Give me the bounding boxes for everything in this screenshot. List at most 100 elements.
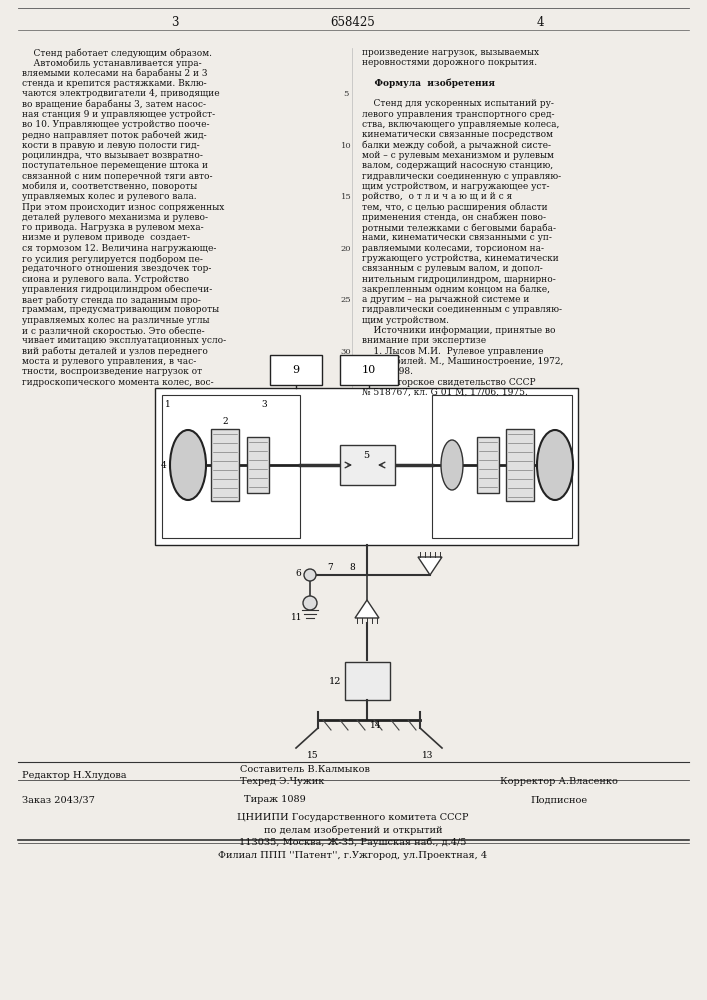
Text: 4: 4 <box>536 15 544 28</box>
Text: Редактор Н.Хлудова: Редактор Н.Хлудова <box>22 772 127 780</box>
Text: поступательное перемещение штока и: поступательное перемещение штока и <box>22 161 208 170</box>
Text: вает работу стенда по заданным про-: вает работу стенда по заданным про- <box>22 295 201 305</box>
Text: применения стенда, он снабжен пово-: применения стенда, он снабжен пово- <box>362 213 546 222</box>
Text: неровностями дорожного покрытия.: неровностями дорожного покрытия. <box>362 58 537 67</box>
Text: и с различной скоростью. Это обеспе-: и с различной скоростью. Это обеспе- <box>22 326 204 336</box>
Text: связанным с рулевым валом, и допол-: связанным с рулевым валом, и допол- <box>362 264 543 273</box>
Text: мобиля и, соответственно, повороты: мобиля и, соответственно, повороты <box>22 182 197 191</box>
Bar <box>155 388 578 545</box>
Text: 2: 2 <box>222 416 228 426</box>
Text: управления гидроцилиндром обеспечи-: управления гидроцилиндром обеспечи- <box>22 285 212 294</box>
Text: сиона и рулевого вала. Устройство: сиона и рулевого вала. Устройство <box>22 275 189 284</box>
Text: с. 289-298.: с. 289-298. <box>362 367 413 376</box>
Text: ства, включающего управляемые колеса,: ства, включающего управляемые колеса, <box>362 120 559 129</box>
Text: кости в правую и левую полости гид-: кости в правую и левую полости гид- <box>22 141 199 150</box>
Text: по делам изобретений и открытий: по делам изобретений и открытий <box>264 825 443 835</box>
Text: управляемых колес и рулевого вала.: управляемых колес и рулевого вала. <box>22 192 197 201</box>
Text: 5: 5 <box>344 90 349 98</box>
Text: Источники информации, принятые во: Источники информации, принятые во <box>362 326 556 335</box>
Text: 11: 11 <box>291 612 303 621</box>
Text: Составитель В.Калмыков: Составитель В.Калмыков <box>240 764 370 774</box>
Text: 4: 4 <box>161 460 167 470</box>
Text: во 10. Управляющее устройство пооче-: во 10. Управляющее устройство пооче- <box>22 120 209 129</box>
Text: валом, содержащий насосную станцию,: валом, содержащий насосную станцию, <box>362 161 553 170</box>
Text: нами, кинематически связанными с уп-: нами, кинематически связанными с уп- <box>362 233 552 242</box>
Text: 8: 8 <box>349 562 355 572</box>
Text: нительным гидроцилиндром, шарнирно-: нительным гидроцилиндром, шарнирно- <box>362 275 556 284</box>
Bar <box>211 429 239 501</box>
Text: гидравлически соединенным с управляю-: гидравлически соединенным с управляю- <box>362 306 562 314</box>
Text: Заказ 2043/37: Заказ 2043/37 <box>22 796 95 804</box>
Text: во вращение барабаны 3, затем насос-: во вращение барабаны 3, затем насос- <box>22 100 206 109</box>
Text: 6: 6 <box>295 568 301 578</box>
Polygon shape <box>355 600 379 618</box>
Text: а другим – на рычажной системе и: а другим – на рычажной системе и <box>362 295 530 304</box>
Text: го усилия регулируется подбором пе-: го усилия регулируется подбором пе- <box>22 254 203 263</box>
Text: ЦНИИПИ Государственного комитета СССР: ЦНИИПИ Государственного комитета СССР <box>238 814 469 822</box>
Text: управляемых колес на различные углы: управляемых колес на различные углы <box>22 316 209 325</box>
Text: редно направляет поток рабочей жид-: редно направляет поток рабочей жид- <box>22 130 206 140</box>
Text: вляемыми колесами на барабаны 2 и 3: вляемыми колесами на барабаны 2 и 3 <box>22 69 207 78</box>
Text: ротными тележками с беговыми бараба-: ротными тележками с беговыми бараба- <box>362 223 556 233</box>
Text: щим устройством, и нагружающее уст-: щим устройством, и нагружающее уст- <box>362 182 549 191</box>
Text: автомобилей. М., Машиностроение, 1972,: автомобилей. М., Машиностроение, 1972, <box>362 357 563 366</box>
Circle shape <box>303 596 317 610</box>
Text: Тираж 1089: Тираж 1089 <box>244 796 306 804</box>
Text: моста и рулевого управления, в час-: моста и рулевого управления, в час- <box>22 357 197 366</box>
Circle shape <box>304 569 316 581</box>
Text: Филиал ППП ''Патент'', г.Ужгород, ул.Проектная, 4: Филиал ППП ''Патент'', г.Ужгород, ул.Про… <box>218 850 488 859</box>
Text: 5: 5 <box>363 450 369 460</box>
Polygon shape <box>418 557 442 575</box>
Text: произведение нагрузок, вызываемых: произведение нагрузок, вызываемых <box>362 48 539 57</box>
Bar <box>345 662 390 700</box>
Text: внимание при экспертизе: внимание при экспертизе <box>362 336 486 345</box>
Text: 113035, Москва, Ж-35, Раушская наб., д.4/5: 113035, Москва, Ж-35, Раушская наб., д.4… <box>239 837 467 847</box>
Text: 2. Авторское свидетельство СССР: 2. Авторское свидетельство СССР <box>362 378 536 387</box>
Text: Автомобиль устанавливается упра-: Автомобиль устанавливается упра- <box>22 58 201 68</box>
Text: гидравлически соединенную с управляю-: гидравлически соединенную с управляю- <box>362 172 561 181</box>
Text: ройство,  о т л и ч а ю щ и й с я: ройство, о т л и ч а ю щ и й с я <box>362 192 513 201</box>
Text: 12: 12 <box>329 676 341 686</box>
Text: 3: 3 <box>171 15 179 28</box>
Text: Техред Э.Чужик: Техред Э.Чужик <box>240 778 325 786</box>
Text: гружающего устройства, кинематически: гружающего устройства, кинематически <box>362 254 559 263</box>
Text: 9: 9 <box>293 365 300 375</box>
Text: тности, воспроизведение нагрузок от: тности, воспроизведение нагрузок от <box>22 367 202 376</box>
Text: 1: 1 <box>165 400 171 409</box>
Text: Корректор А.Власенко: Корректор А.Власенко <box>500 778 618 786</box>
Text: Формула  изобретения: Формула изобретения <box>362 79 495 88</box>
Text: тем, что, с целью расширения области: тем, что, с целью расширения области <box>362 202 548 212</box>
Ellipse shape <box>441 440 463 490</box>
Text: связанной с ним поперечной тяги авто-: связанной с ним поперечной тяги авто- <box>22 172 213 181</box>
Text: 15: 15 <box>307 750 319 760</box>
Text: ная станция 9 и управляющее устройст-: ная станция 9 и управляющее устройст- <box>22 110 215 119</box>
Text: вий работы деталей и узлов переднего: вий работы деталей и узлов переднего <box>22 347 208 356</box>
Text: кинематически связанные посредством: кинематически связанные посредством <box>362 130 553 139</box>
Text: роцилиндра, что вызывает возвратно-: роцилиндра, что вызывает возвратно- <box>22 151 203 160</box>
Text: Подписное: Подписное <box>530 796 587 804</box>
Text: 20: 20 <box>341 245 351 253</box>
Text: Стенд работает следующим образом.: Стенд работает следующим образом. <box>22 48 212 57</box>
Text: мой – с рулевым механизмом и рулевым: мой – с рулевым механизмом и рулевым <box>362 151 554 160</box>
Bar <box>477 437 499 493</box>
Text: При этом происходит износ сопряженных: При этом происходит износ сопряженных <box>22 202 224 212</box>
Text: 14: 14 <box>370 720 382 730</box>
Text: низме и рулевом приводе  создает-: низме и рулевом приводе создает- <box>22 233 190 242</box>
Text: 13: 13 <box>422 750 433 760</box>
Bar <box>340 355 398 385</box>
Text: 10: 10 <box>341 142 351 150</box>
Text: № 518767, кл. G 01 M, 17/06, 1975.: № 518767, кл. G 01 M, 17/06, 1975. <box>362 388 528 397</box>
Text: чаются электродвигатели 4, приводящие: чаются электродвигатели 4, приводящие <box>22 89 220 98</box>
Text: деталей рулевого механизма и рулево-: деталей рулевого механизма и рулево- <box>22 213 208 222</box>
Bar <box>340 445 395 485</box>
Text: граммам, предусматривающим повороты: граммам, предусматривающим повороты <box>22 306 219 314</box>
Text: 15: 15 <box>341 193 351 201</box>
Ellipse shape <box>537 430 573 500</box>
Text: 25: 25 <box>341 296 351 304</box>
Bar <box>432 395 572 538</box>
Text: ся тормозом 12. Величина нагружающе-: ся тормозом 12. Величина нагружающе- <box>22 244 216 253</box>
Bar <box>270 355 322 385</box>
Text: щим устройством.: щим устройством. <box>362 316 449 325</box>
Text: Стенд для ускоренных испытаний ру-: Стенд для ускоренных испытаний ру- <box>362 100 554 108</box>
Text: равляемыми колесами, торсионом на-: равляемыми колесами, торсионом на- <box>362 244 544 253</box>
